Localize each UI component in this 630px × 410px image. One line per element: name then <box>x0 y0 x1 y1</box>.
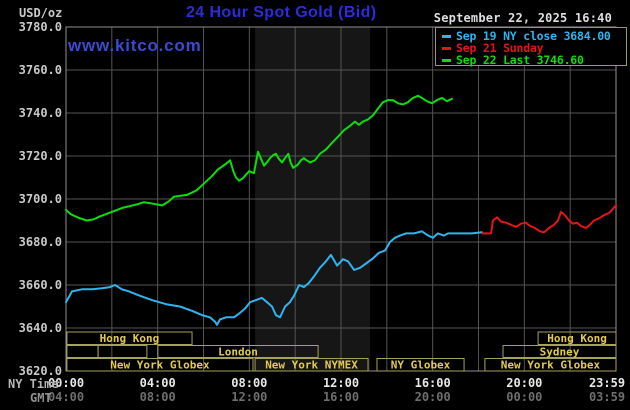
y-axis-tick-label: 3700.0 <box>19 192 62 206</box>
x-axis-tick-label-ny: 12:00 <box>323 376 359 390</box>
session-box-new-york-globex <box>66 358 254 372</box>
x-axis-tick-label-gmt: 08:00 <box>140 390 176 404</box>
gmt-axis-caption: GMT <box>30 391 52 405</box>
legend-dash-icon <box>442 46 451 50</box>
session-label-hong-kong: Hong Kong <box>547 332 607 345</box>
legend-dash-icon <box>442 34 451 38</box>
legend-entry-sep19: Sep 19 NY close 3684.00 <box>442 29 626 43</box>
series-line-sep-21-sunday <box>480 204 617 235</box>
ny-time-axis-caption: NY Time <box>8 377 59 391</box>
y-axis-tick-label: 3660.0 <box>19 278 62 292</box>
session-box-unlabeled <box>66 345 99 358</box>
y-axis-tick-label: 3620.0 <box>19 364 62 378</box>
x-axis-tick-label-ny: 16:00 <box>415 376 451 390</box>
y-axis-tick-label: 3780.0 <box>19 20 62 34</box>
session-box-sydney <box>502 345 617 358</box>
session-box-unlabeled <box>97 345 148 358</box>
x-axis-tick-label-gmt: 00:00 <box>506 390 542 404</box>
legend: Sep 19 NY close 3684.00 Sep 21 Sunday Sep … <box>435 27 627 67</box>
session-label-new-york-globex: New York Globex <box>501 359 601 372</box>
session-box-new-york-nymex <box>254 358 369 372</box>
kitco-watermark-link[interactable]: www.kitco.com <box>68 36 202 55</box>
session-box-london <box>157 345 319 358</box>
session-label-london: London <box>218 345 258 358</box>
legend-entry-label: Sep 21 Sunday <box>456 41 544 55</box>
legend-dash-icon <box>442 58 451 62</box>
session-box-ny-globex <box>376 358 465 372</box>
page-title: 24 Hour Spot Gold (Bid) <box>186 4 377 21</box>
x-axis-tick-label-gmt: 03:59 <box>589 390 625 404</box>
y-axis-tick-label: 3680.0 <box>19 235 62 249</box>
session-box-new-york-globex <box>484 358 617 372</box>
series-line-sep-19-ny-close <box>65 230 483 326</box>
session-label-sydney: Sydney <box>540 345 580 358</box>
x-axis-tick-label-ny: 23:59 <box>589 376 625 390</box>
x-axis-tick-label-ny: 00:00 <box>48 376 84 390</box>
legend-entry-sep21: Sep 21 Sunday <box>442 41 626 55</box>
y-axis-tick-label: 3740.0 <box>19 106 62 120</box>
x-axis-tick-label-gmt: 16:00 <box>323 390 359 404</box>
chart-timestamp: September 22, 2025 16:40 <box>433 11 612 25</box>
legend-entry-label: Sep 19 NY close 3684.00 <box>456 29 611 43</box>
y-axis-tick-label: 3760.0 <box>19 63 62 77</box>
session-label-new-york-globex: New York Globex <box>110 359 210 372</box>
x-axis-tick-label-ny: 04:00 <box>140 376 176 390</box>
session-label-hong-kong: Hong Kong <box>100 332 160 345</box>
x-axis-tick-label-gmt: 04:00 <box>48 390 84 404</box>
session-box-hong-kong <box>66 331 193 345</box>
legend-entry-label: Sep 22 Last 3746.60 <box>456 53 584 67</box>
y-axis-tick-label: 3720.0 <box>19 149 62 163</box>
series-line-sep-22-last <box>65 94 453 222</box>
x-axis-tick-label-ny: 20:00 <box>506 376 542 390</box>
session-box-hong-kong <box>537 331 617 345</box>
x-axis-tick-label-gmt: 12:00 <box>231 390 267 404</box>
legend-entry-sep22: Sep 22 Last 3746.60 <box>442 53 626 67</box>
y-axis-unit-label: USD/oz <box>19 6 63 20</box>
session-label-ny-globex: NY Globex <box>391 359 451 372</box>
x-axis-tick-label-ny: 08:00 <box>231 376 267 390</box>
y-axis-tick-label: 3640.0 <box>19 321 62 335</box>
x-axis-tick-label-gmt: 20:00 <box>415 390 451 404</box>
session-label-new-york-nymex: New York NYMEX <box>265 359 358 372</box>
